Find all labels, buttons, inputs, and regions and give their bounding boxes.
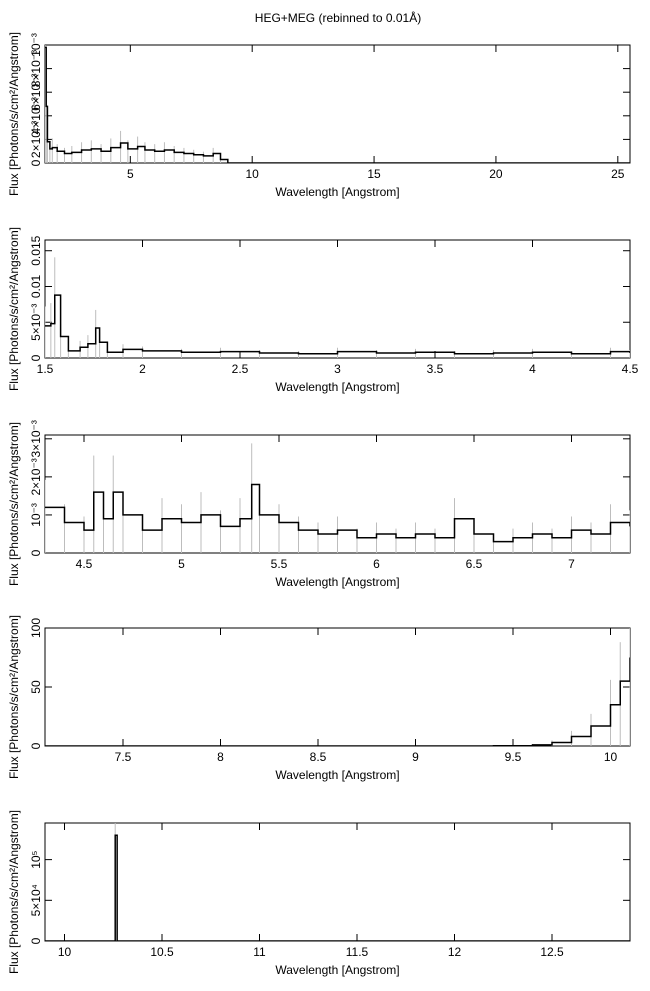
x-tick-label: 8.5 bbox=[310, 750, 327, 764]
y-tick-label: 0.01 bbox=[29, 274, 43, 298]
y-tick-label: 2×10⁻³ bbox=[29, 458, 43, 495]
x-tick-label: 7.5 bbox=[115, 750, 132, 764]
y-tick-label: 50 bbox=[29, 680, 43, 694]
y-tick-label: 100 bbox=[29, 618, 43, 638]
chart-panel: 1.5 2 2.5 3 3.5 4 4.5 0 5×10⁻³ 0.01 0.015 Wavelengt… bbox=[7, 227, 639, 394]
plot-frame bbox=[44, 239, 631, 359]
x-tick-label: 11.5 bbox=[346, 945, 369, 959]
chart-panel: 10 10.5 11 11.5 12 12.5 0 5×10⁴ 10⁵ Wavelength [A… bbox=[7, 810, 631, 977]
x-tick-label: 10 bbox=[246, 167, 260, 181]
y-tick-label: 0 bbox=[29, 159, 43, 166]
plot-frame bbox=[44, 627, 631, 747]
y-tick-label: 0 bbox=[29, 937, 43, 944]
x-tick-label: 1.5 bbox=[37, 362, 54, 376]
x-tick-label: 12.5 bbox=[540, 945, 564, 959]
x-tick-label: 7 bbox=[568, 557, 575, 571]
x-axis-label: Wavelength [Angstrom] bbox=[275, 963, 399, 977]
y-tick-label: 3×10⁻³ bbox=[29, 420, 43, 457]
x-tick-label: 6 bbox=[373, 557, 380, 571]
y-tick-label: 0.015 bbox=[29, 235, 43, 265]
series-group bbox=[45, 45, 630, 163]
y-tick-label: 0 bbox=[29, 354, 43, 361]
y-tick-label: 6×10⁻³ bbox=[29, 74, 43, 111]
y-tick-label: 5×10⁻³ bbox=[29, 304, 43, 341]
x-tick-label: 5.5 bbox=[271, 557, 288, 571]
x-axis-label: Wavelength [Angstrom] bbox=[275, 575, 399, 589]
x-tick-label: 10 bbox=[58, 945, 72, 959]
y-tick-label: 10⁻³ bbox=[29, 503, 43, 527]
x-tick-label: 6.5 bbox=[466, 557, 483, 571]
series-line bbox=[45, 834, 630, 941]
series-line bbox=[45, 483, 630, 543]
x-tick-label: 4 bbox=[529, 362, 536, 376]
y-tick-label: 5×10⁴ bbox=[29, 884, 43, 916]
x-tick-label: 5 bbox=[178, 557, 185, 571]
y-axis-label: Flux [Photons/s/cm²/Angstrom] bbox=[7, 615, 21, 779]
x-tick-label: 20 bbox=[489, 167, 503, 181]
series-group bbox=[45, 823, 630, 941]
series-line bbox=[45, 46, 630, 163]
x-tick-label: 4.5 bbox=[76, 557, 93, 571]
x-axis-label: Wavelength [Angstrom] bbox=[275, 380, 399, 394]
y-tick-label: 10⁵ bbox=[29, 850, 43, 868]
y-tick-label: 4×10⁻³ bbox=[29, 97, 43, 134]
x-tick-label: 5 bbox=[127, 167, 134, 181]
chart-panel: 5 10 15 20 25 02×10⁻³4×10⁻³6×10⁻³8×10⁻³10⁻³ Wa… bbox=[7, 32, 631, 199]
x-tick-label: 3 bbox=[334, 362, 341, 376]
y-tick-label: 0 bbox=[29, 549, 43, 556]
series-group bbox=[45, 443, 630, 553]
x-tick-label: 3.5 bbox=[427, 362, 444, 376]
x-tick-label: 15 bbox=[367, 167, 381, 181]
x-tick-label: 10 bbox=[604, 750, 618, 764]
plot-frame bbox=[44, 44, 631, 164]
x-tick-label: 4.5 bbox=[622, 362, 639, 376]
x-tick-label: 9 bbox=[412, 750, 419, 764]
y-axis-label: Flux [Photons/s/cm²/Angstrom] bbox=[7, 422, 21, 586]
x-tick-label: 12 bbox=[448, 945, 462, 959]
x-axis-label: Wavelength [Angstrom] bbox=[275, 185, 399, 199]
y-axis-label: Flux [Photons/s/cm²/Angstrom] bbox=[7, 32, 21, 196]
y-axis-label: Flux [Photons/s/cm²/Angstrom] bbox=[7, 810, 21, 974]
x-tick-label: 2.5 bbox=[232, 362, 249, 376]
y-tick-label: 2×10⁻³ bbox=[29, 121, 43, 158]
figure-title: HEG+MEG (rebinned to 0.01Å) bbox=[255, 10, 421, 25]
x-tick-label: 9.5 bbox=[505, 750, 522, 764]
chart-panel: 4.5 5 5.5 6 6.5 7 0 10⁻³ 2×10⁻³3×10⁻³ Wavelength … bbox=[7, 420, 631, 589]
plot-frame bbox=[44, 822, 631, 942]
series-group bbox=[45, 628, 630, 746]
series-line bbox=[45, 657, 630, 746]
x-tick-label: 2 bbox=[139, 362, 146, 376]
x-tick-label: 10.5 bbox=[150, 945, 174, 959]
y-tick-label: 10⁻³ bbox=[29, 33, 43, 57]
series-group bbox=[45, 257, 630, 358]
x-tick-label: 8 bbox=[217, 750, 224, 764]
series-line bbox=[45, 294, 630, 355]
x-tick-label: 25 bbox=[611, 167, 625, 181]
y-tick-label: 0 bbox=[29, 742, 43, 749]
x-axis-label: Wavelength [Angstrom] bbox=[275, 768, 399, 782]
x-tick-label: 11 bbox=[253, 945, 266, 959]
y-axis-label: Flux [Photons/s/cm²/Angstrom] bbox=[7, 227, 21, 391]
y-tick-label: 8×10⁻³ bbox=[29, 50, 43, 87]
